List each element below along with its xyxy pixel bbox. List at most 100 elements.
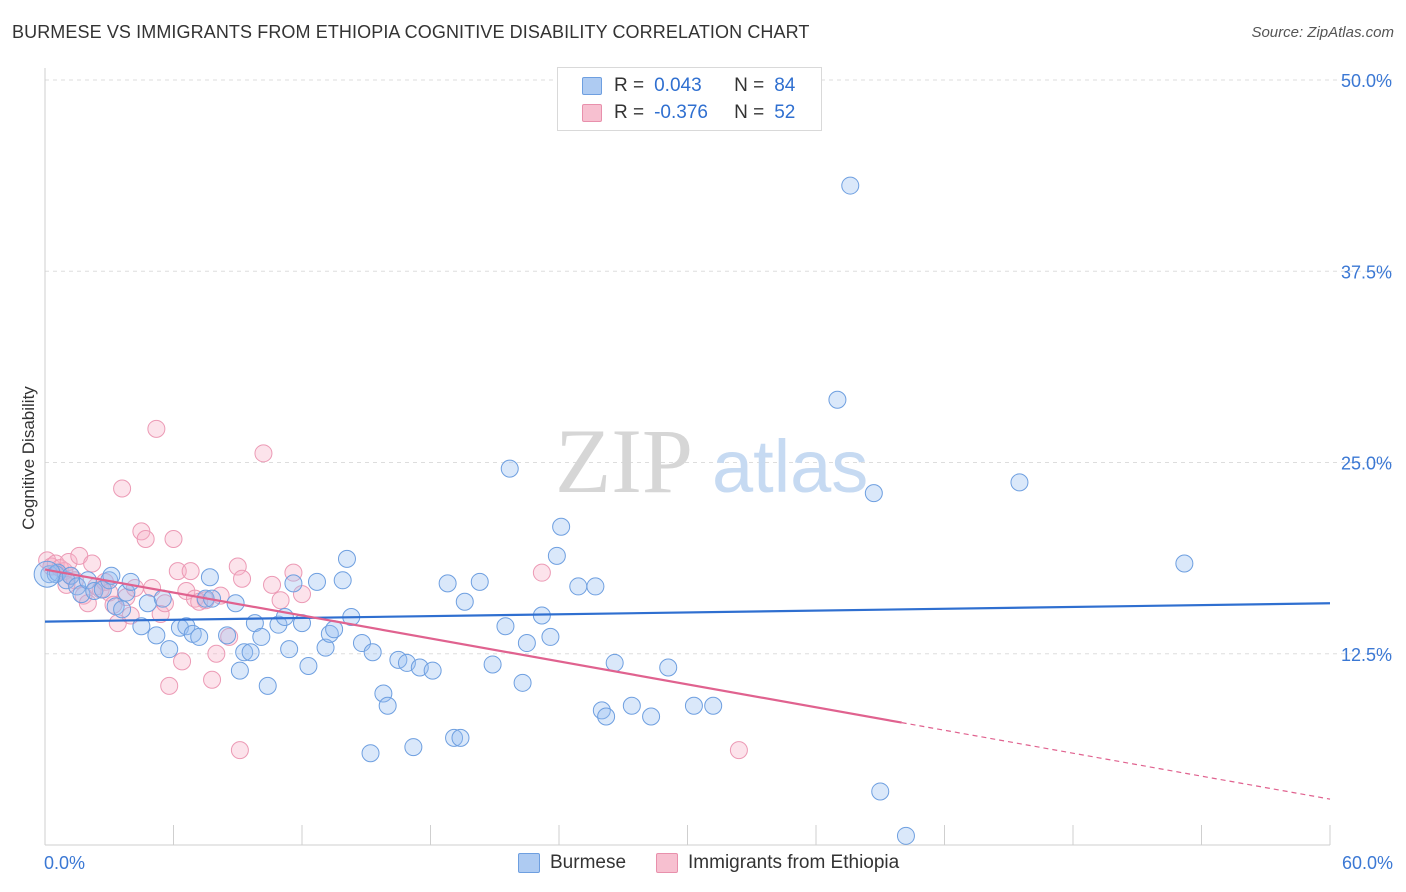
- series-ethiopia-points: [38, 419, 748, 760]
- data-point-burmese: [896, 826, 915, 845]
- trend-line-burmese: [44, 602, 1331, 623]
- legend-label-burmese: Burmese: [550, 852, 627, 873]
- y-axis-title: Cognitive Disability: [19, 386, 38, 530]
- data-point-burmese: [374, 684, 393, 703]
- data-point-burmese: [438, 574, 457, 593]
- legend-r-value: -0.376: [654, 102, 708, 123]
- data-point-burmese: [363, 643, 382, 662]
- data-point-ethiopia: [147, 419, 166, 438]
- legend-n-value: 52: [774, 102, 796, 123]
- x-tick-label: 0.0%: [44, 853, 85, 873]
- data-point-burmese: [307, 572, 326, 591]
- data-point-burmese: [200, 568, 219, 587]
- data-point-burmese: [132, 617, 151, 636]
- data-point-burmese: [541, 627, 560, 646]
- legend-n-label: N =: [734, 102, 765, 123]
- data-point-ethiopia: [233, 569, 252, 588]
- legend-r-label: R =: [614, 102, 645, 123]
- data-point-ethiopia: [228, 557, 247, 576]
- data-point-ethiopia: [254, 444, 273, 463]
- trend-line-ethiopia-extrapolated: [901, 722, 1331, 800]
- data-point-ethiopia: [284, 563, 303, 582]
- series-legend: Burmese Immigrants from Ethiopia: [518, 852, 929, 874]
- data-point-burmese: [361, 744, 380, 763]
- data-point-burmese: [500, 459, 519, 478]
- data-point-burmese: [1010, 473, 1029, 492]
- legend-r-label: R =: [614, 75, 645, 96]
- trend-lines: [44, 568, 1331, 800]
- data-point-burmese: [569, 577, 588, 596]
- data-point-burmese: [269, 615, 288, 634]
- data-point-burmese: [496, 617, 515, 636]
- data-point-ethiopia: [168, 562, 187, 581]
- axes: [44, 68, 1331, 846]
- data-point-ethiopia: [181, 562, 200, 581]
- data-point-burmese: [642, 707, 661, 726]
- data-point-burmese: [586, 577, 605, 596]
- data-point-burmese: [138, 594, 157, 613]
- data-point-ethiopia: [136, 530, 155, 548]
- data-point-burmese: [828, 390, 847, 409]
- legend-swatch-burmese: [582, 77, 602, 95]
- data-point-burmese: [455, 592, 474, 611]
- data-point-ethiopia: [203, 670, 222, 689]
- trend-line-ethiopia: [44, 568, 902, 724]
- data-point-burmese: [1175, 554, 1194, 573]
- legend-r-value: 0.043: [654, 75, 702, 96]
- legend-swatch-burmese: [518, 853, 540, 873]
- watermark: ZIP atlas: [555, 410, 868, 512]
- data-point-burmese: [404, 738, 423, 757]
- data-point-ethiopia: [113, 479, 132, 498]
- data-point-burmese: [252, 627, 271, 646]
- data-point-ethiopia: [59, 552, 78, 571]
- data-point-burmese: [517, 634, 536, 653]
- legend-item-burmese[interactable]: Burmese: [518, 852, 626, 874]
- data-point-burmese: [684, 696, 703, 715]
- data-point-burmese: [871, 782, 890, 801]
- legend-row-burmese: R = 0.043 N = 84: [582, 73, 795, 99]
- data-point-burmese: [378, 696, 397, 715]
- data-point-burmese: [190, 627, 209, 646]
- data-point-burmese: [445, 728, 464, 747]
- data-point-burmese: [235, 643, 254, 662]
- data-point-burmese: [280, 640, 299, 659]
- data-point-burmese: [121, 572, 140, 591]
- y-tick-label: 50.0%: [1341, 71, 1392, 91]
- data-point-burmese: [622, 696, 641, 715]
- data-point-burmese: [316, 638, 335, 657]
- data-point-ethiopia: [729, 741, 748, 760]
- data-point-ethiopia: [160, 676, 179, 695]
- data-point-burmese: [337, 549, 356, 568]
- data-point-burmese: [552, 517, 571, 536]
- data-point-ethiopia: [151, 604, 170, 623]
- source-label: Source: ZipAtlas.com: [1251, 24, 1394, 41]
- data-point-burmese: [160, 640, 179, 659]
- data-point-burmese: [605, 653, 624, 672]
- data-point-ethiopia: [271, 591, 290, 610]
- data-point-burmese: [470, 572, 489, 591]
- legend-swatch-ethiopia: [656, 853, 679, 873]
- axis-labels: 12.5% 25.0% 37.5% 50.0% 0.0% 60.0%: [44, 71, 1393, 873]
- legend-swatch-ethiopia: [582, 104, 602, 122]
- data-point-burmese: [451, 728, 470, 747]
- legend-label-ethiopia: Immigrants from Ethiopia: [688, 852, 900, 873]
- y-tick-label: 37.5%: [1341, 262, 1392, 282]
- data-point-burmese: [218, 626, 237, 645]
- data-point-burmese-cluster: [33, 560, 61, 588]
- legend-item-ethiopia[interactable]: Immigrants from Ethiopia: [656, 852, 899, 874]
- data-point-burmese: [299, 656, 318, 675]
- data-point-burmese: [597, 707, 616, 726]
- data-point-ethiopia: [173, 652, 192, 671]
- watermark-zip: ZIP: [555, 410, 693, 512]
- data-point-ethiopia: [207, 644, 226, 663]
- data-point-burmese: [659, 658, 678, 677]
- data-point-burmese: [841, 176, 860, 195]
- data-point-burmese: [284, 574, 303, 593]
- data-point-burmese: [333, 571, 352, 590]
- correlation-legend: R = 0.043 N = 84 R = -0.376 N = 52: [557, 67, 822, 131]
- data-point-burmese: [230, 661, 249, 680]
- data-point-ethiopia: [83, 554, 102, 573]
- data-point-ethiopia: [230, 741, 249, 760]
- data-point-burmese: [704, 696, 723, 715]
